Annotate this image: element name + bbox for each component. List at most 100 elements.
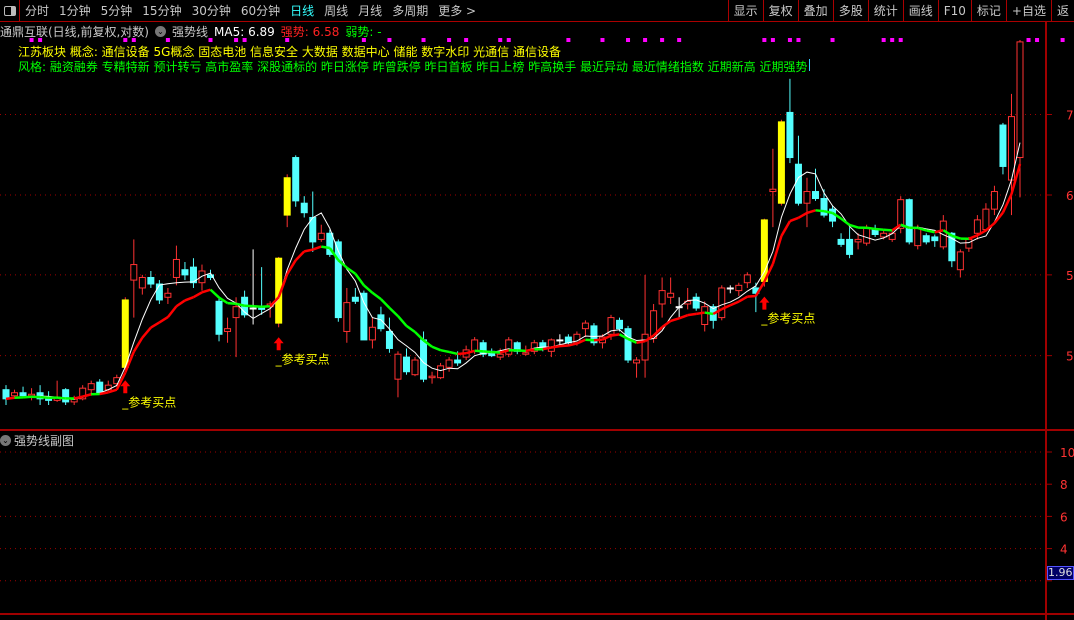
candle-body <box>155 283 163 301</box>
weak-line-segment <box>474 349 484 353</box>
candle <box>999 122 1007 175</box>
candle-body <box>224 328 232 332</box>
period-60min[interactable]: 60分钟 <box>240 4 281 18</box>
strong-line-segment <box>73 395 83 400</box>
period-more[interactable]: 更多 > <box>438 4 477 18</box>
adjust-button[interactable]: 复权 <box>762 0 798 22</box>
signal-dot <box>506 38 511 42</box>
period-30min[interactable]: 30分钟 <box>191 4 231 18</box>
sub-tick-label: 10 <box>1060 446 1074 460</box>
candle <box>300 196 308 218</box>
candle-body <box>326 232 334 255</box>
candle-body <box>863 227 871 244</box>
candle-body <box>181 269 189 276</box>
candle-body <box>794 163 802 204</box>
strong-line-segment <box>993 211 1004 225</box>
candle-body <box>999 124 1007 167</box>
strong-line-segment <box>763 263 775 283</box>
candle-body <box>990 191 998 210</box>
indicator-dropdown-icon[interactable]: ⌄ <box>155 26 166 37</box>
candle-body <box>811 191 819 200</box>
strong-line-segment <box>968 234 978 240</box>
period-weekly[interactable]: 周线 <box>324 4 349 18</box>
strong-line-segment <box>771 235 783 265</box>
sub-indicator-dropdown-icon[interactable]: ⌄ <box>0 435 11 446</box>
candle-body <box>360 292 368 341</box>
strong-line-segment <box>729 300 740 307</box>
multi-stock-button[interactable]: 多股 <box>832 0 868 22</box>
candle <box>411 357 419 377</box>
draw-button[interactable]: 画线 <box>902 0 938 22</box>
period-monthly[interactable]: 月线 <box>358 4 383 18</box>
period-5min[interactable]: 5分钟 <box>100 4 133 18</box>
weak-line-segment <box>483 350 492 354</box>
back-button[interactable]: 返 <box>1050 0 1074 22</box>
display-button[interactable]: 显示 <box>727 0 763 22</box>
candle-body <box>743 274 751 284</box>
indicator-name[interactable]: 强势线 <box>172 25 209 39</box>
period-intraday[interactable]: 分时 <box>25 4 50 18</box>
f10-button[interactable]: F10 <box>937 0 971 22</box>
strong-line-segment <box>107 388 118 394</box>
weak-line-segment <box>866 226 876 231</box>
strong-line-segment <box>1010 163 1022 195</box>
candle-body <box>215 300 223 335</box>
weak-line-segment <box>209 288 220 299</box>
strong-line-segment <box>789 216 799 223</box>
strong-line-segment <box>115 371 127 391</box>
style-line: 风格: 融资融券 专精特新 预计转亏 高市盈率 深股通标的 昨日涨停 昨曾跌停 … <box>18 58 810 75</box>
candle <box>19 386 27 398</box>
weak-line-segment <box>414 331 425 342</box>
strong-line-segment <box>551 344 561 349</box>
add-watchlist-button[interactable]: +自选 <box>1005 0 1051 22</box>
weak-line-segment <box>328 247 340 261</box>
candle-body <box>394 353 402 380</box>
candle <box>641 274 649 378</box>
candle <box>479 339 487 358</box>
weak-line-segment <box>618 333 629 341</box>
weak-line-segment <box>388 306 399 318</box>
panel-toggle-icon[interactable] <box>0 0 20 22</box>
period-15min[interactable]: 15分钟 <box>142 4 182 18</box>
period-multi[interactable]: 多周期 <box>392 4 429 18</box>
weak-line-segment <box>627 337 638 344</box>
strong-line-segment <box>661 319 672 329</box>
candle-body <box>667 292 675 298</box>
period-daily[interactable]: 日线 <box>290 4 315 18</box>
strong-line-segment <box>277 273 289 298</box>
candle-body <box>590 325 598 344</box>
candle <box>786 78 794 164</box>
strong-line-segment <box>525 348 535 353</box>
candle <box>829 205 837 228</box>
candle-body <box>803 191 811 204</box>
weak-line-segment <box>253 304 262 309</box>
strong-line-segment <box>754 280 766 297</box>
candle <box>155 280 163 304</box>
candle <box>616 317 624 332</box>
strong-line-segment <box>286 259 297 275</box>
candle <box>121 297 129 371</box>
candle-body <box>62 389 70 403</box>
strong-line-segment <box>150 321 161 329</box>
stats-button[interactable]: 统计 <box>867 0 903 22</box>
candle <box>726 285 734 294</box>
candle-body <box>368 326 376 341</box>
signal-dot <box>898 38 903 42</box>
candle-body <box>385 330 393 349</box>
candle-body <box>121 299 129 368</box>
period-1min[interactable]: 1分钟 <box>59 4 91 18</box>
candle-body <box>479 342 487 355</box>
candle-body <box>897 199 905 229</box>
sub-chart-title[interactable]: 强势线副图 <box>14 434 75 448</box>
mark-button[interactable]: 标记 <box>970 0 1006 22</box>
period-toolbar: 分时 1分钟 5分钟 15分钟 30分钟 60分钟 日线 周线 月线 多周期 更… <box>0 0 1074 22</box>
candle <box>871 224 879 237</box>
weak-line-segment <box>22 395 32 399</box>
candle <box>624 325 632 363</box>
weak-line-segment <box>218 296 229 305</box>
candle-body <box>377 314 385 330</box>
signal-dot <box>677 38 682 42</box>
candle-body <box>411 359 419 376</box>
overlay-button[interactable]: 叠加 <box>797 0 833 22</box>
